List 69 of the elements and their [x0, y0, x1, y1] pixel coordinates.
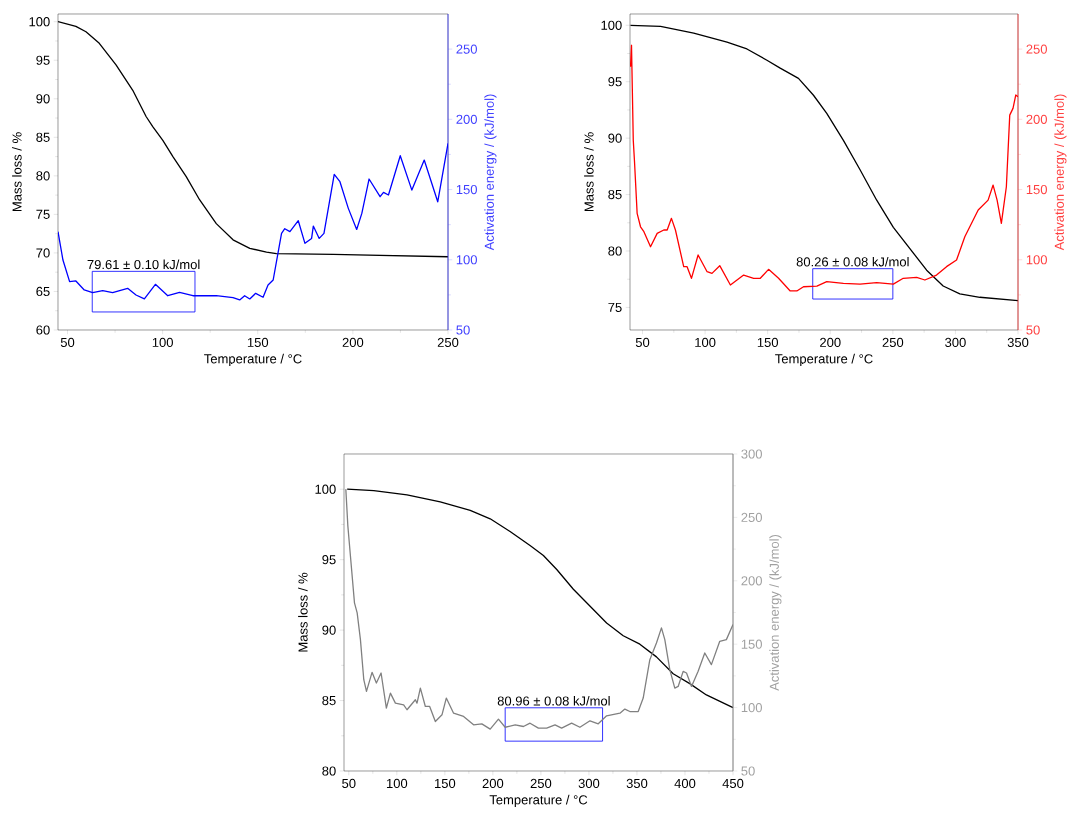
- y2-tick-label: 100: [1026, 255, 1047, 265]
- x-tick-label: 150: [247, 337, 269, 347]
- x-tick-label: 100: [152, 337, 173, 347]
- y-tick-label: 100: [315, 484, 336, 494]
- y-tick-label: 80: [322, 766, 336, 776]
- y2-tick-label: 150: [456, 184, 477, 195]
- x-tick-label: 250: [530, 778, 552, 788]
- x-tick-label: 350: [1007, 337, 1029, 347]
- x-axis-title: Temperature / °C: [775, 353, 873, 366]
- band-label: 80.96 ± 0.08 kJ/mol: [497, 696, 610, 706]
- y-tick-label: 75: [36, 209, 50, 219]
- x-tick-label: 50: [635, 337, 650, 347]
- y-tick-label: 100: [601, 20, 622, 30]
- y2-axis-title: Activation energy / (kJ/mol): [769, 534, 782, 691]
- y2-tick-label: 200: [1026, 114, 1047, 124]
- y-tick-label: 60: [36, 325, 50, 335]
- y2-tick-label: 50: [1026, 325, 1040, 335]
- y2-tick-label: 250: [1026, 44, 1047, 54]
- y-tick-label: 65: [36, 286, 50, 297]
- x-tick-label: 100: [386, 778, 408, 788]
- x-tick-label: 100: [695, 337, 716, 347]
- y2-tick-label: 300: [741, 449, 762, 459]
- y2-tick-label: 100: [741, 702, 762, 713]
- y2-axis-title: Activation energy / (kJ/mol): [1054, 94, 1067, 251]
- y2-tick-label: 200: [456, 114, 477, 124]
- y2-tick-label: 100: [456, 255, 477, 265]
- x-tick-label: 350: [626, 778, 648, 788]
- y-tick-label: 75: [608, 302, 622, 312]
- y2-tick-label: 250: [456, 44, 477, 54]
- y-tick-label: 95: [608, 77, 622, 87]
- x-axis-title: Temperature / °C: [204, 353, 302, 366]
- y2-tick-label: 250: [741, 512, 762, 522]
- y2-tick-label: 50: [456, 325, 470, 335]
- x-tick-label: 300: [578, 778, 600, 788]
- y-tick-label: 80: [608, 246, 622, 256]
- y-tick-label: 90: [608, 133, 622, 143]
- y2-tick-label: 50: [741, 766, 755, 776]
- band-label: 79.61 ± 0.10 kJ/mol: [87, 259, 200, 270]
- band-label: 80.26 ± 0.08 kJ/mol: [796, 256, 909, 267]
- y-tick-label: 70: [36, 248, 50, 258]
- x-tick-label: 200: [342, 337, 364, 347]
- y-tick-label: 85: [322, 695, 336, 706]
- y-tick-label: 85: [36, 132, 50, 142]
- y2-tick-label: 150: [741, 639, 762, 649]
- y-tick-label: 100: [29, 17, 50, 27]
- y-axis-title: Mass loss / %: [12, 132, 22, 212]
- x-tick-label: 250: [882, 337, 904, 347]
- x-tick-label: 150: [435, 778, 456, 788]
- x-tick-label: 400: [674, 778, 696, 788]
- x-tick-label: 200: [482, 778, 504, 788]
- y-tick-label: 80: [36, 171, 50, 181]
- y-tick-label: 95: [36, 55, 50, 65]
- x-tick-label: 50: [342, 778, 356, 788]
- x-tick-label: 450: [722, 778, 744, 788]
- y2-tick-label: 150: [1026, 184, 1047, 195]
- y-tick-label: 85: [608, 189, 622, 200]
- y-axis-title: Mass loss / %: [298, 572, 308, 652]
- x-tick-label: 300: [945, 337, 966, 347]
- y-tick-label: 90: [322, 625, 336, 635]
- x-tick-label: 150: [757, 337, 779, 347]
- x-axis-title: Temperature / °C: [489, 794, 588, 807]
- y-tick-label: 95: [322, 555, 336, 565]
- x-tick-label: 200: [820, 337, 841, 347]
- y2-tick-label: 200: [741, 576, 762, 586]
- y2-axis-title: Activation energy / (kJ/mol): [484, 94, 497, 251]
- y-axis-title: Mass loss / %: [584, 132, 594, 212]
- x-tick-label: 50: [60, 337, 75, 347]
- y-tick-label: 90: [36, 94, 50, 104]
- x-tick-label: 250: [437, 337, 459, 347]
